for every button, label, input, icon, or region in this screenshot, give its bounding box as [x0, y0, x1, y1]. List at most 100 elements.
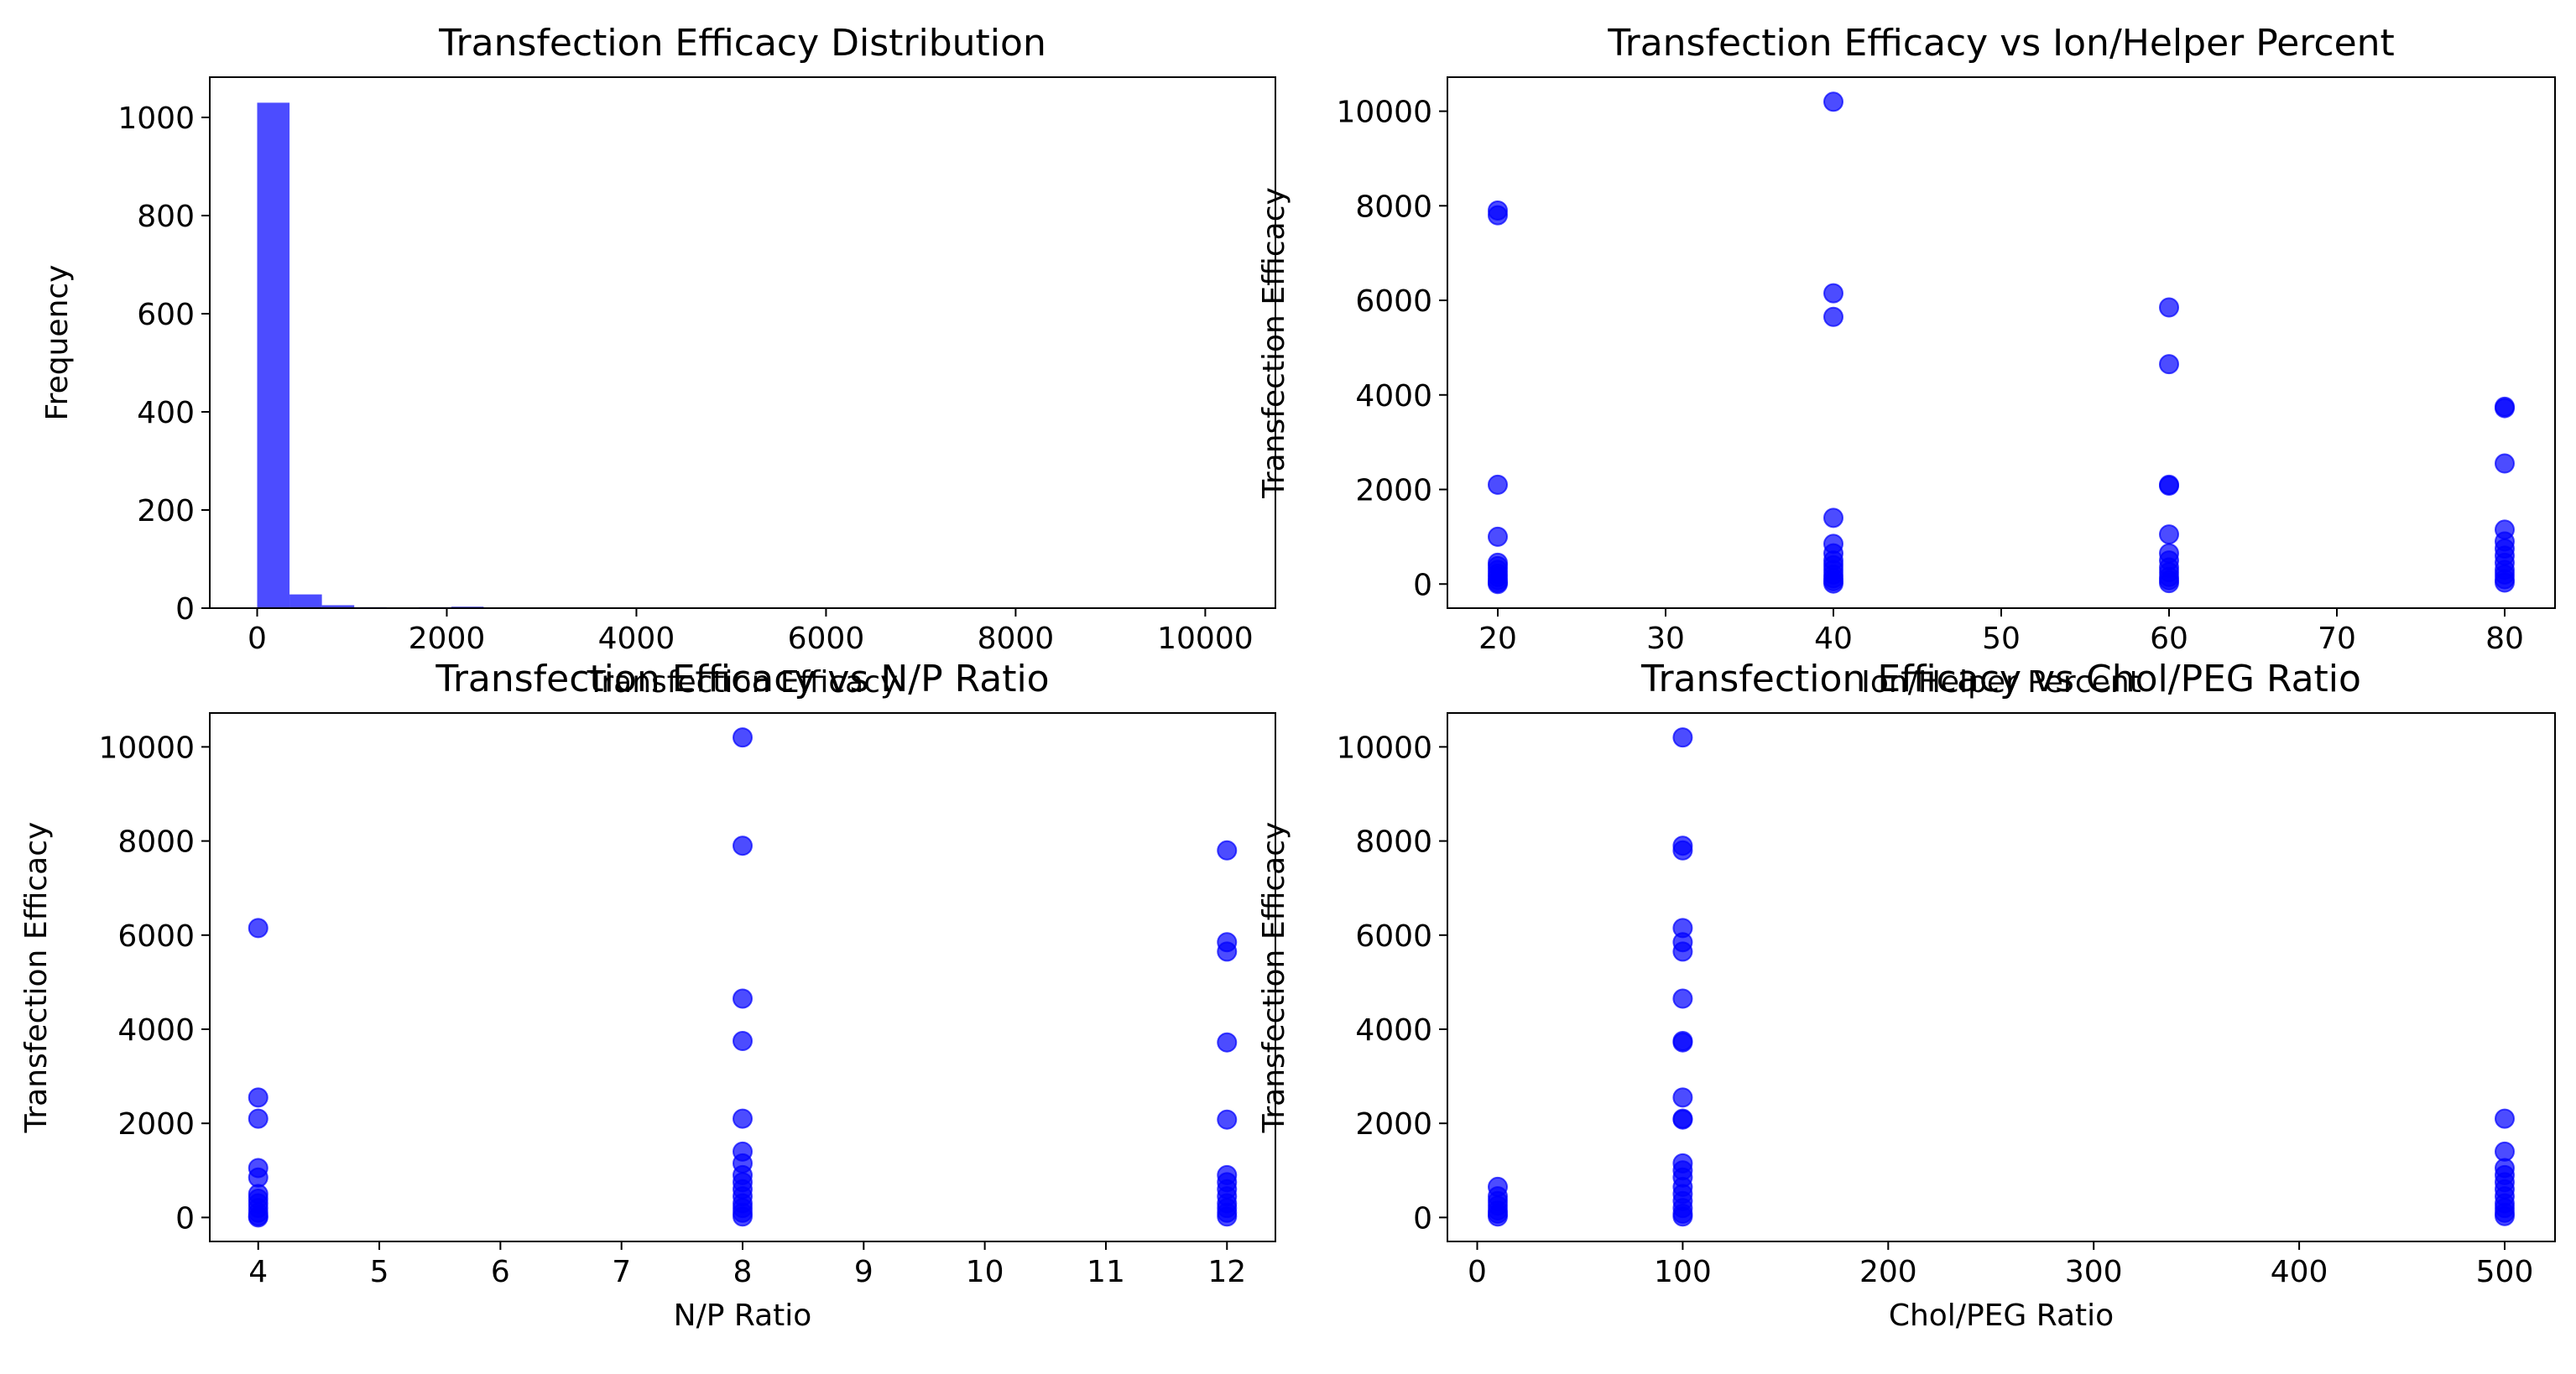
x-tick-label: 30 — [1646, 622, 1685, 656]
x-tick-label: 6000 — [788, 622, 865, 656]
panel-2: 20 30 40 50 60 70 80 0 2000 4000 6000 8000 10000 Ion/… — [1257, 22, 2556, 700]
y-tick-label: 0 — [175, 1201, 195, 1236]
scatter-point — [2159, 297, 2179, 318]
x-axis-label: N/P Ratio — [674, 1299, 812, 1333]
y-axis-label: Transfection Efficacy — [1257, 187, 1291, 499]
panel-4: 0 100 200 300 400 500 0 2000 4000 6000 8000 10000 Ch… — [1257, 658, 2556, 1333]
x-tick-label: 7 — [612, 1255, 631, 1289]
scatter-point — [1488, 526, 1508, 547]
scatter-point — [248, 1087, 269, 1108]
y-axis-label: Transfection Efficacy — [19, 822, 54, 1134]
x-tick-label: 0 — [1468, 1255, 1487, 1289]
scatter-point — [733, 1108, 753, 1129]
axes-frame — [1447, 712, 2556, 1242]
scatter-point — [2495, 453, 2515, 474]
scatter-point — [2159, 573, 2179, 594]
chart-title: Transfection Efficacy vs Ion/Helper Perc… — [1607, 22, 2395, 65]
y-tick-label: 2000 — [1355, 1107, 1432, 1142]
x-tick-label: 8 — [733, 1255, 753, 1289]
y-tick-label: 1000 — [117, 101, 195, 136]
histogram-bar — [321, 605, 355, 608]
y-tick-label: 4000 — [1355, 379, 1432, 414]
y-tick-label: 4000 — [117, 1013, 195, 1048]
x-tick-label: 5 — [370, 1255, 389, 1289]
scatter-point — [1488, 1206, 1508, 1227]
scatter-point — [1672, 1032, 1693, 1053]
y-tick-label: 10000 — [1336, 96, 1432, 130]
y-tick-label: 10000 — [98, 731, 195, 765]
histogram-bar — [257, 102, 290, 608]
scatter-point — [1823, 283, 1843, 304]
panel-1: 0 2000 4000 6000 8000 10000 0 200 400 600 800 1000 T… — [40, 22, 1276, 700]
y-axis-label: Transfection Efficacy — [1257, 822, 1291, 1134]
scatter-point — [1217, 1032, 1238, 1053]
scatter-point — [733, 835, 753, 856]
y-tick-label: 4000 — [1355, 1013, 1432, 1048]
y-tick-label: 6000 — [1355, 284, 1432, 319]
scatter-point — [1488, 474, 1508, 495]
histogram-bar — [289, 594, 322, 608]
x-axis-label: Transfection Efficacy — [587, 665, 899, 700]
scatter-point — [733, 1206, 753, 1227]
chart-title: Transfection Efficacy Distribution — [438, 22, 1046, 65]
scatter-point — [1672, 1109, 1693, 1130]
panel-3: 4 5 6 7 8 9 10 11 12 0 2000 4000 6000 8000 10000 N/P Ra… — [19, 658, 1276, 1333]
scatter-point — [2159, 524, 2179, 545]
x-tick-label: 200 — [1859, 1255, 1917, 1289]
x-tick-label: 2000 — [409, 622, 486, 656]
y-tick-label: 0 — [1413, 1201, 1432, 1236]
y-tick-label: 8000 — [117, 825, 195, 860]
scatter-point — [1488, 205, 1508, 226]
chart-title: Transfection Efficacy vs Chol/PEG Ratio — [1640, 658, 2361, 700]
scatter-point — [2495, 398, 2515, 419]
scatter-point — [1672, 1087, 1693, 1108]
x-tick-label: 10000 — [1157, 622, 1254, 656]
x-tick-label: 40 — [1814, 622, 1853, 656]
scatter-point — [2495, 1205, 2515, 1226]
y-tick-label: 2000 — [117, 1107, 195, 1142]
scatter-point — [1823, 306, 1843, 327]
y-tick-label: 6000 — [1355, 919, 1432, 954]
y-tick-label: 800 — [137, 200, 195, 234]
y-tick-label: 0 — [1413, 568, 1432, 602]
scatter-point — [733, 988, 753, 1009]
chart-title: Transfection Efficacy vs N/P Ratio — [435, 658, 1049, 700]
y-tick-label: 400 — [137, 396, 195, 430]
x-axis-label: Ion/Helper Percent — [1861, 665, 2141, 700]
scatter-point — [1217, 941, 1238, 962]
scatter-point — [1217, 1206, 1238, 1227]
scatter-point — [1823, 573, 1843, 594]
y-tick-label: 8000 — [1355, 825, 1432, 860]
x-tick-label: 500 — [2476, 1255, 2534, 1289]
x-tick-label: 8000 — [978, 622, 1055, 656]
y-tick-label: 200 — [137, 494, 195, 528]
scatter-point — [1672, 988, 1693, 1009]
scatter-point — [1488, 574, 1508, 595]
scatter-point — [248, 1207, 269, 1228]
scatter-point — [1672, 1206, 1693, 1227]
scatter-point — [1672, 727, 1693, 748]
scatter-point — [2159, 354, 2179, 375]
x-tick-label: 70 — [2318, 622, 2356, 656]
scatter-point — [733, 727, 753, 748]
x-axis-label: Chol/PEG Ratio — [1889, 1299, 2114, 1333]
axes-frame — [1447, 76, 2556, 609]
x-tick-label: 12 — [1207, 1255, 1246, 1289]
x-tick-label: 11 — [1087, 1255, 1125, 1289]
scatter-point — [1823, 91, 1843, 112]
x-tick-label: 100 — [1654, 1255, 1712, 1289]
x-tick-label: 400 — [2271, 1255, 2328, 1289]
scatter-point — [1672, 941, 1693, 962]
x-tick-label: 4000 — [598, 622, 675, 656]
y-tick-label: 6000 — [117, 919, 195, 954]
y-tick-label: 10000 — [1336, 731, 1432, 765]
x-tick-label: 80 — [2485, 622, 2524, 656]
x-tick-label: 6 — [491, 1255, 510, 1289]
scatter-point — [1823, 507, 1843, 528]
scatter-point — [1217, 840, 1238, 861]
y-tick-label: 8000 — [1355, 190, 1432, 224]
x-tick-label: 20 — [1478, 622, 1517, 656]
x-tick-label: 60 — [2150, 622, 2188, 656]
scatter-point — [733, 1031, 753, 1052]
